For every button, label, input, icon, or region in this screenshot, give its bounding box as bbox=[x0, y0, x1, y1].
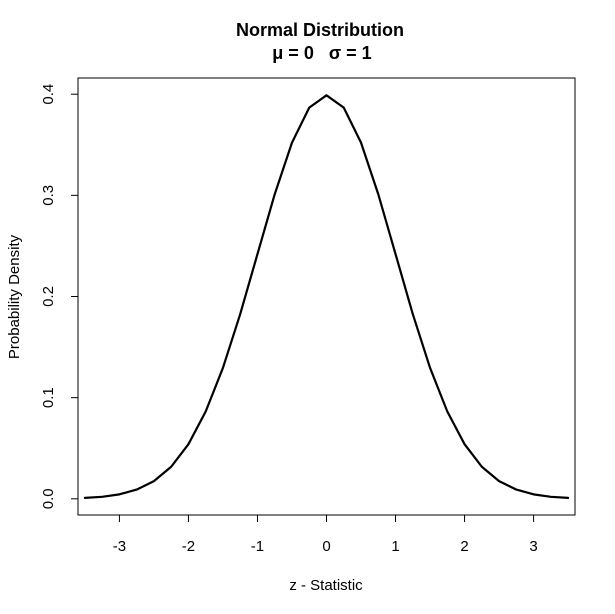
x-axis: -3 -2 -1 0 1 2 3 bbox=[113, 514, 538, 555]
x-tick-label: 0 bbox=[322, 538, 330, 555]
x-tick-label: -2 bbox=[182, 538, 195, 555]
x-axis-label: z - Statistic bbox=[289, 577, 363, 594]
x-tick-label: 1 bbox=[391, 538, 399, 555]
series-layer bbox=[83, 94, 570, 499]
y-axis: 0.0 0.1 0.2 0.3 0.4 bbox=[40, 84, 79, 509]
plot-frame bbox=[77, 77, 576, 516]
chart-title: Normal Distribution bbox=[236, 20, 404, 40]
x-tick-label: 2 bbox=[460, 538, 468, 555]
y-tick-label: 0.1 bbox=[40, 387, 57, 408]
y-tick-label: 0.0 bbox=[40, 488, 57, 509]
x-tick-label: 3 bbox=[529, 538, 537, 555]
y-tick-label: 0.3 bbox=[40, 185, 57, 206]
density-curve bbox=[83, 94, 570, 499]
y-tick-label: 0.4 bbox=[40, 84, 57, 105]
chart-subtitle: μ = 0 σ = 1 bbox=[272, 43, 371, 63]
x-tick-label: -1 bbox=[251, 538, 264, 555]
y-axis-label: Probability Density bbox=[6, 234, 23, 359]
y-tick-label: 0.2 bbox=[40, 286, 57, 307]
x-tick-label: -3 bbox=[113, 538, 126, 555]
